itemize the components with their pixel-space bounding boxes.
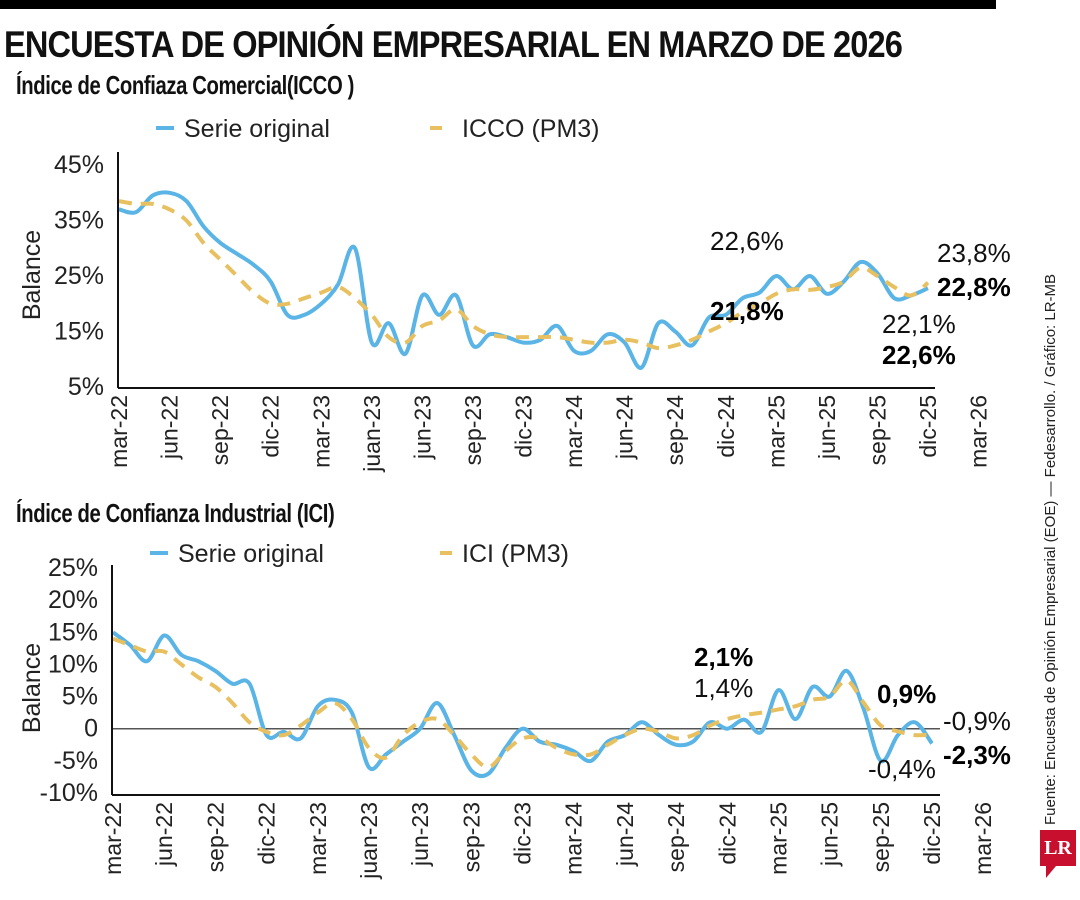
x-tick-label: jun-24 [612,395,638,460]
chart2-xticks: mar-22 jun-22 sep-22 dic-22 mar-23 juan-23 jun… [100,802,996,880]
x-tick-label: jun-22 [157,395,183,460]
x-tick-label: juan-23 [359,395,385,473]
chart2-plot [111,630,934,779]
annotation-ici-dic25-pm3: -0,4% [868,754,936,784]
x-tick-label: sep-22 [202,802,228,872]
lr-logo: LR [1040,830,1076,866]
chart1-legend: Serie original ICCO (PM3) [156,115,600,143]
x-tick-label: mar-22 [106,395,132,468]
x-tick-label: mar-23 [305,802,331,875]
x-tick-label: dic-25 [915,395,941,458]
annotation-icco-mar25-pm3: 21,8% [710,296,784,326]
y-tick-label: 5% [68,373,104,401]
x-tick-label: mar-22 [100,802,126,875]
x-tick-label: dic-22 [254,802,280,865]
x-tick-label: mar-25 [765,802,791,875]
x-tick-label: jun-25 [817,802,843,867]
x-tick-label: mar-24 [561,395,587,468]
x-tick-label: dic-23 [511,395,537,458]
x-tick-label: dic-24 [713,395,739,458]
x-tick-label: sep-24 [663,802,689,873]
y-tick-label: -10% [40,779,98,807]
series-original-line [111,630,934,779]
series-pm3-line [112,636,933,770]
annotation-ici-mar26-pm3: -0,9% [943,706,1011,736]
x-tick-label: jun-25 [814,395,840,460]
chart1-xticks: mar-22 jun-22 sep-22 dic-22 mar-23 juan-23 jun… [106,395,992,473]
lr-logo-tail [1046,866,1056,878]
x-tick-label: mar-24 [561,802,587,875]
legend-pm3-label: ICI (PM3) [462,540,569,568]
chart1-ylabel: Balance [18,230,46,320]
legend-pm3-label: ICCO (PM3) [462,115,600,143]
top-bar [0,0,996,9]
annotation-icco-mar25-original: 22,6% [710,226,784,256]
annotation-icco-dic25-original: 22,1% [882,309,956,339]
y-tick-label: 0 [84,715,98,743]
x-tick-label: dic-22 [258,395,284,458]
annotation-icco-mar26-pm3: 23,8% [937,238,1011,268]
x-tick-label: sep-25 [868,802,894,872]
x-tick-label: sep-25 [864,395,890,465]
x-tick-label: sep-23 [460,395,486,465]
x-tick-label: sep-22 [207,395,233,465]
y-tick-label: 5% [62,683,98,711]
chart1-yticks: 45% 35% 25% 15% 5% [54,151,104,401]
x-tick-label: dic-25 [919,802,945,865]
chart2-ylabel: Balance [18,643,46,733]
chart2-legend: Serie original ICI (PM3) [150,540,569,568]
x-tick-label: jun-23 [409,395,435,460]
y-tick-label: 45% [54,151,104,179]
chart-title-icco: Índice de Confiaza Comercial(ICCO ) [16,70,354,100]
annotation-ici-mar25-pm3: 2,1% [694,642,753,672]
x-tick-label: dic-24 [714,802,740,865]
y-tick-label: 15% [54,318,104,346]
legend-original-label: Serie original [178,540,324,568]
page-title: ENCUESTA DE OPINIÓN EMPRESARIAL EN MARZO… [4,24,903,65]
y-tick-label: 20% [48,586,98,614]
x-tick-label: dic-23 [510,802,536,865]
y-tick-label: 15% [48,618,98,646]
x-tick-label: juan-23 [356,802,382,880]
legend-original-label: Serie original [184,115,330,143]
annotation-ici-dic25-original: 0,9% [877,679,936,709]
x-tick-label: mar-26 [970,802,996,875]
x-tick-label: mar-25 [763,395,789,468]
series-original-line [118,190,929,370]
annotation-icco-mar26-original: 22,8% [937,272,1011,302]
y-tick-label: 25% [54,262,104,290]
x-tick-label: jun-22 [151,802,177,867]
x-tick-label: jun-24 [612,802,638,867]
chart1-plot [118,190,930,370]
series-pm3-line [118,199,930,351]
x-tick-label: jun-23 [407,802,433,867]
chart-title-ici: Índice de Confianza Industrial (ICI) [16,498,335,528]
annotation-icco-dic25-pm3: 22,6% [882,340,956,370]
chart2-yticks: 25% 20% 15% 10% 5% 0 -5% -10% [40,554,98,807]
x-tick-label: sep-24 [662,395,688,466]
x-tick-label: mar-23 [308,395,334,468]
annotation-ici-mar26-original: -2,3% [943,740,1011,770]
y-tick-label: 35% [54,207,104,235]
annotation-ici-mar25-original: 1,4% [694,673,753,703]
x-tick-label: sep-23 [458,802,484,872]
y-tick-label: 10% [48,650,98,678]
x-tick-label: mar-26 [966,395,992,468]
source-note: Fuente: Encuesta de Opinión Empresarial … [1042,273,1059,825]
y-tick-label: 25% [48,554,98,582]
y-tick-label: -5% [54,747,98,775]
